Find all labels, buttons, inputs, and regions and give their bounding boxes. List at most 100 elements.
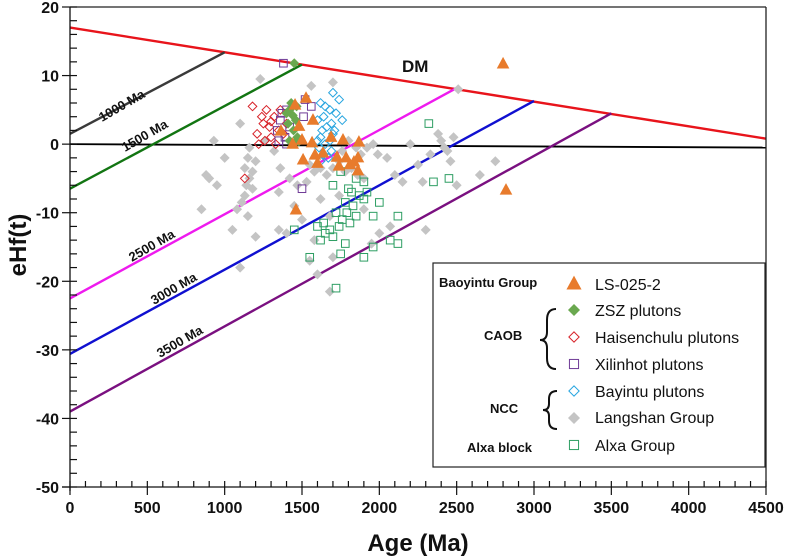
point-langshan-group: [490, 156, 501, 167]
point-haisenchulu-plutons: [270, 139, 281, 150]
y-tick-label: -20: [36, 274, 59, 291]
point-ls-025-2: [352, 135, 366, 147]
point-langshan-group: [250, 156, 261, 167]
point-ls-025-2: [299, 91, 313, 103]
legend-marker-bayintu-plutons: [568, 385, 580, 397]
point-haisenchulu-plutons: [266, 132, 277, 143]
x-tick-label: 3000: [516, 500, 552, 517]
point-alxa-group: [328, 180, 338, 190]
legend-label-zsz: ZSZ plutons: [595, 303, 681, 320]
point-alxa-group: [351, 211, 361, 221]
point-alxa-group: [305, 252, 315, 262]
point-ls-025-2: [295, 133, 309, 145]
point-bayintu-plutons: [337, 115, 348, 126]
axes: 20 10 0 -10 -20 -30 -40 -50 0 500 1000 1500 2000 2500…: [36, 0, 784, 517]
x-tick-label: 1000: [207, 500, 243, 517]
legend-label-haisenchulu: Haisenchulu plutons: [595, 330, 739, 347]
point-langshan-group: [385, 221, 396, 232]
point-langshan-group: [405, 139, 416, 150]
point-haisenchulu-plutons: [264, 121, 275, 133]
legend: Baoyintu Group CAOB NCC Alxa block LS-02…: [432, 262, 766, 468]
legend-marker-xilinhot-plutons: [568, 358, 580, 370]
point-langshan-group: [474, 170, 485, 180]
series-xilinhot-plutons: [272, 58, 316, 194]
point-langshan-group: [321, 170, 332, 180]
point-ls-025-2: [499, 183, 513, 195]
point-alxa-group: [336, 249, 345, 259]
point-ls-025-2: [286, 137, 300, 149]
legend-marker-langshan-group: [568, 412, 580, 424]
point-langshan-group: [219, 152, 230, 163]
point-bayintu-plutons: [317, 125, 328, 136]
point-alxa-group: [331, 283, 341, 293]
legend-label-bayintu: Bayintu plutons: [595, 384, 704, 401]
legend-label-ls: LS-025-2: [595, 277, 661, 294]
point-langshan-group: [235, 118, 246, 129]
point-langshan-group: [389, 170, 400, 180]
point-zsz-plutons: [283, 118, 294, 129]
point-langshan-group: [297, 214, 307, 225]
ncc-brace-icon: [542, 390, 558, 430]
point-langshan-group: [239, 163, 250, 174]
point-haisenchulu-plutons: [258, 118, 269, 129]
point-langshan-group: [413, 159, 423, 170]
point-langshan-group: [255, 74, 266, 84]
point-bayintu-plutons: [318, 111, 329, 122]
point-alxa-group: [429, 177, 438, 187]
ref-line-1000-ma: [69, 51, 226, 135]
point-ls-025-2: [296, 152, 310, 165]
point-haisenchulu-plutons: [252, 128, 263, 139]
legend-box: [432, 262, 766, 468]
point-langshan-group: [451, 180, 462, 191]
point-haisenchulu-plutons: [239, 173, 250, 184]
point-langshan-group: [284, 173, 295, 184]
point-langshan-group: [204, 173, 215, 184]
point-alxa-group: [328, 232, 338, 242]
point-langshan-group: [269, 146, 280, 156]
y-tick-label: 0: [50, 137, 59, 154]
point-bayintu-plutons: [315, 132, 326, 143]
point-langshan-group: [445, 156, 456, 167]
legend-label-langshan: Langshan Group: [595, 410, 714, 427]
point-langshan-group: [281, 228, 292, 239]
point-bayintu-plutons: [315, 97, 326, 109]
legend-marker-ls-025-2: [566, 275, 582, 290]
point-alxa-group: [345, 218, 355, 228]
ref-line-dm: [69, 26, 767, 140]
point-alxa-group: [393, 239, 403, 248]
point-alxa-group: [359, 252, 369, 262]
point-langshan-group: [235, 262, 246, 273]
point-alxa-group: [359, 194, 369, 204]
x-tick-label: 2500: [439, 500, 475, 517]
point-langshan-group: [442, 146, 453, 156]
point-ls-025-2: [311, 156, 324, 168]
x-tick-label: 1500: [284, 500, 320, 517]
point-langshan-group: [374, 228, 385, 239]
ref-line-chur: [69, 143, 767, 149]
point-langshan-group: [312, 269, 323, 280]
point-langshan-group: [275, 163, 286, 174]
point-langshan-group: [420, 224, 431, 235]
point-haisenchulu-plutons: [253, 139, 264, 150]
point-langshan-group: [382, 152, 393, 163]
point-alxa-group: [444, 174, 454, 183]
point-langshan-group: [250, 231, 261, 242]
point-ls-025-2: [496, 56, 510, 69]
point-bayintu-plutons: [320, 139, 331, 150]
legend-label-xilinhot: Xilinhot plutons: [595, 357, 704, 374]
point-alxa-group: [341, 239, 350, 248]
reference-lines: [69, 26, 767, 413]
point-alxa-group: [359, 177, 369, 187]
point-langshan-group: [227, 224, 238, 235]
point-xilinhot-plutons: [297, 184, 307, 194]
point-ls-025-2: [274, 124, 288, 136]
point-langshan-group: [368, 139, 379, 150]
point-langshan-group: [327, 77, 338, 88]
point-alxa-group: [289, 225, 299, 235]
x-tick-label: 4500: [748, 500, 784, 517]
point-langshan-group: [334, 190, 345, 201]
point-bayintu-plutons: [321, 121, 332, 133]
point-bayintu-plutons: [331, 108, 342, 119]
point-langshan-group: [273, 224, 284, 235]
point-haisenchulu-plutons: [256, 111, 267, 122]
